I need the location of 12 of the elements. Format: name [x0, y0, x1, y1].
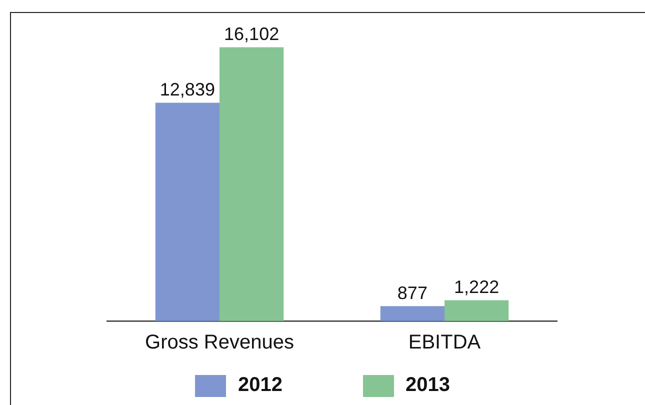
- data-label: 877: [397, 283, 428, 304]
- legend-label: 2013: [406, 374, 450, 397]
- legend-label: 2012: [238, 374, 282, 397]
- x-tick-label: EBITDA: [408, 332, 482, 354]
- bar: [220, 47, 284, 321]
- data-label: 16,102: [224, 24, 280, 44]
- bar: [444, 300, 509, 321]
- bar: [155, 102, 220, 321]
- data-label: 1,222: [454, 277, 500, 298]
- bar: [380, 306, 444, 321]
- data-label: 12,839: [160, 80, 215, 100]
- x-tick-label: Gross Revenues: [145, 332, 294, 354]
